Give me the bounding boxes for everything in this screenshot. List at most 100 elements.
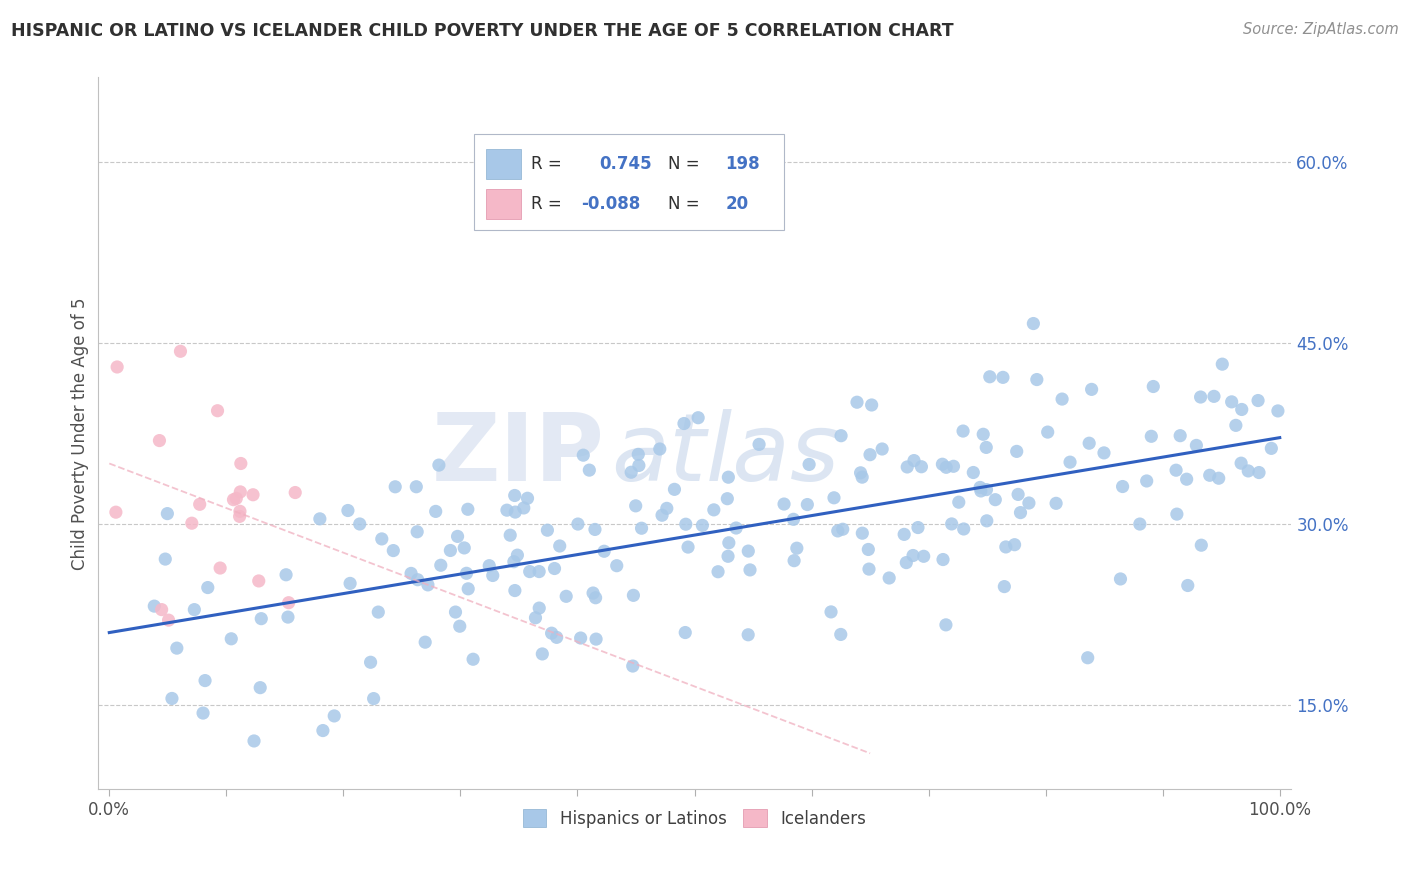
Point [503, 505, 526, 519]
Point [783, 554, 806, 568]
Point [796, 498, 818, 512]
Point [910, 459, 932, 474]
Point [664, 483, 686, 497]
Point [1007, 487, 1029, 501]
Point [896, 460, 918, 475]
Point [406, 573, 429, 587]
Point [903, 453, 925, 467]
Point [503, 488, 526, 502]
Point [194, 673, 217, 688]
Point [786, 541, 808, 556]
Point [519, 565, 541, 579]
Point [536, 523, 558, 537]
Point [748, 437, 770, 451]
Point [942, 459, 965, 474]
Point [972, 427, 994, 442]
Point [976, 514, 998, 528]
Point [974, 441, 997, 455]
Point [197, 581, 219, 595]
Point [569, 631, 592, 645]
Point [1247, 466, 1270, 480]
Point [249, 681, 271, 695]
Point [970, 483, 993, 498]
Point [932, 552, 955, 566]
Point [820, 605, 842, 619]
Point [823, 491, 845, 505]
Point [1166, 507, 1188, 521]
Point [229, 504, 252, 518]
Point [1142, 379, 1164, 393]
Point [449, 619, 471, 633]
Point [941, 516, 963, 531]
Point [831, 522, 853, 536]
Point [478, 558, 501, 573]
Point [1025, 373, 1047, 387]
Point [308, 512, 330, 526]
Point [912, 549, 935, 564]
Text: 20: 20 [725, 195, 748, 213]
Point [648, 442, 671, 456]
Point [893, 527, 915, 541]
Point [830, 428, 852, 442]
Point [247, 574, 270, 588]
Legend: Hispanics or Latinos, Icelanders: Hispanics or Latinos, Icelanders [516, 803, 873, 834]
Point [1168, 428, 1191, 442]
Point [413, 635, 436, 649]
Point [1230, 456, 1253, 470]
Text: 198: 198 [725, 155, 761, 173]
Point [1202, 389, 1225, 403]
Point [543, 561, 565, 575]
Point [243, 734, 266, 748]
Point [624, 499, 647, 513]
Point [555, 590, 578, 604]
Point [156, 507, 179, 521]
Point [851, 526, 873, 541]
Point [363, 691, 385, 706]
Point [209, 561, 232, 575]
Point [284, 485, 307, 500]
Point [336, 503, 359, 517]
Point [1230, 402, 1253, 417]
Point [446, 529, 468, 543]
Point [1220, 395, 1243, 409]
Point [717, 536, 740, 550]
Point [457, 582, 479, 596]
Point [849, 466, 872, 480]
Point [506, 548, 529, 562]
Text: -0.088: -0.088 [581, 195, 640, 213]
Point [630, 521, 652, 535]
Point [540, 626, 562, 640]
Point [994, 540, 1017, 554]
Point [427, 458, 450, 472]
Point [499, 528, 522, 542]
Point [984, 492, 1007, 507]
Point [399, 566, 422, 581]
Point [425, 504, 447, 518]
Text: R =: R = [531, 155, 562, 173]
Point [991, 370, 1014, 384]
Point [962, 466, 984, 480]
Point [717, 470, 740, 484]
Point [150, 602, 173, 616]
Point [430, 558, 453, 573]
Point [688, 410, 710, 425]
Point [655, 501, 678, 516]
Point [481, 568, 503, 582]
Point [860, 398, 883, 412]
Point [725, 521, 748, 535]
Point [444, 605, 467, 619]
Point [1078, 436, 1101, 450]
Point [274, 567, 297, 582]
Point [277, 610, 299, 624]
Point [737, 544, 759, 558]
Point [797, 458, 820, 472]
Point [1225, 418, 1247, 433]
Text: HISPANIC OR LATINO VS ICELANDER CHILD POVERTY UNDER THE AGE OF 5 CORRELATION CHA: HISPANIC OR LATINO VS ICELANDER CHILD PO… [11, 22, 953, 40]
Point [585, 632, 607, 646]
Point [993, 580, 1015, 594]
Point [877, 571, 900, 585]
Point [1237, 464, 1260, 478]
Point [717, 549, 740, 564]
Point [457, 502, 479, 516]
Point [858, 562, 880, 576]
